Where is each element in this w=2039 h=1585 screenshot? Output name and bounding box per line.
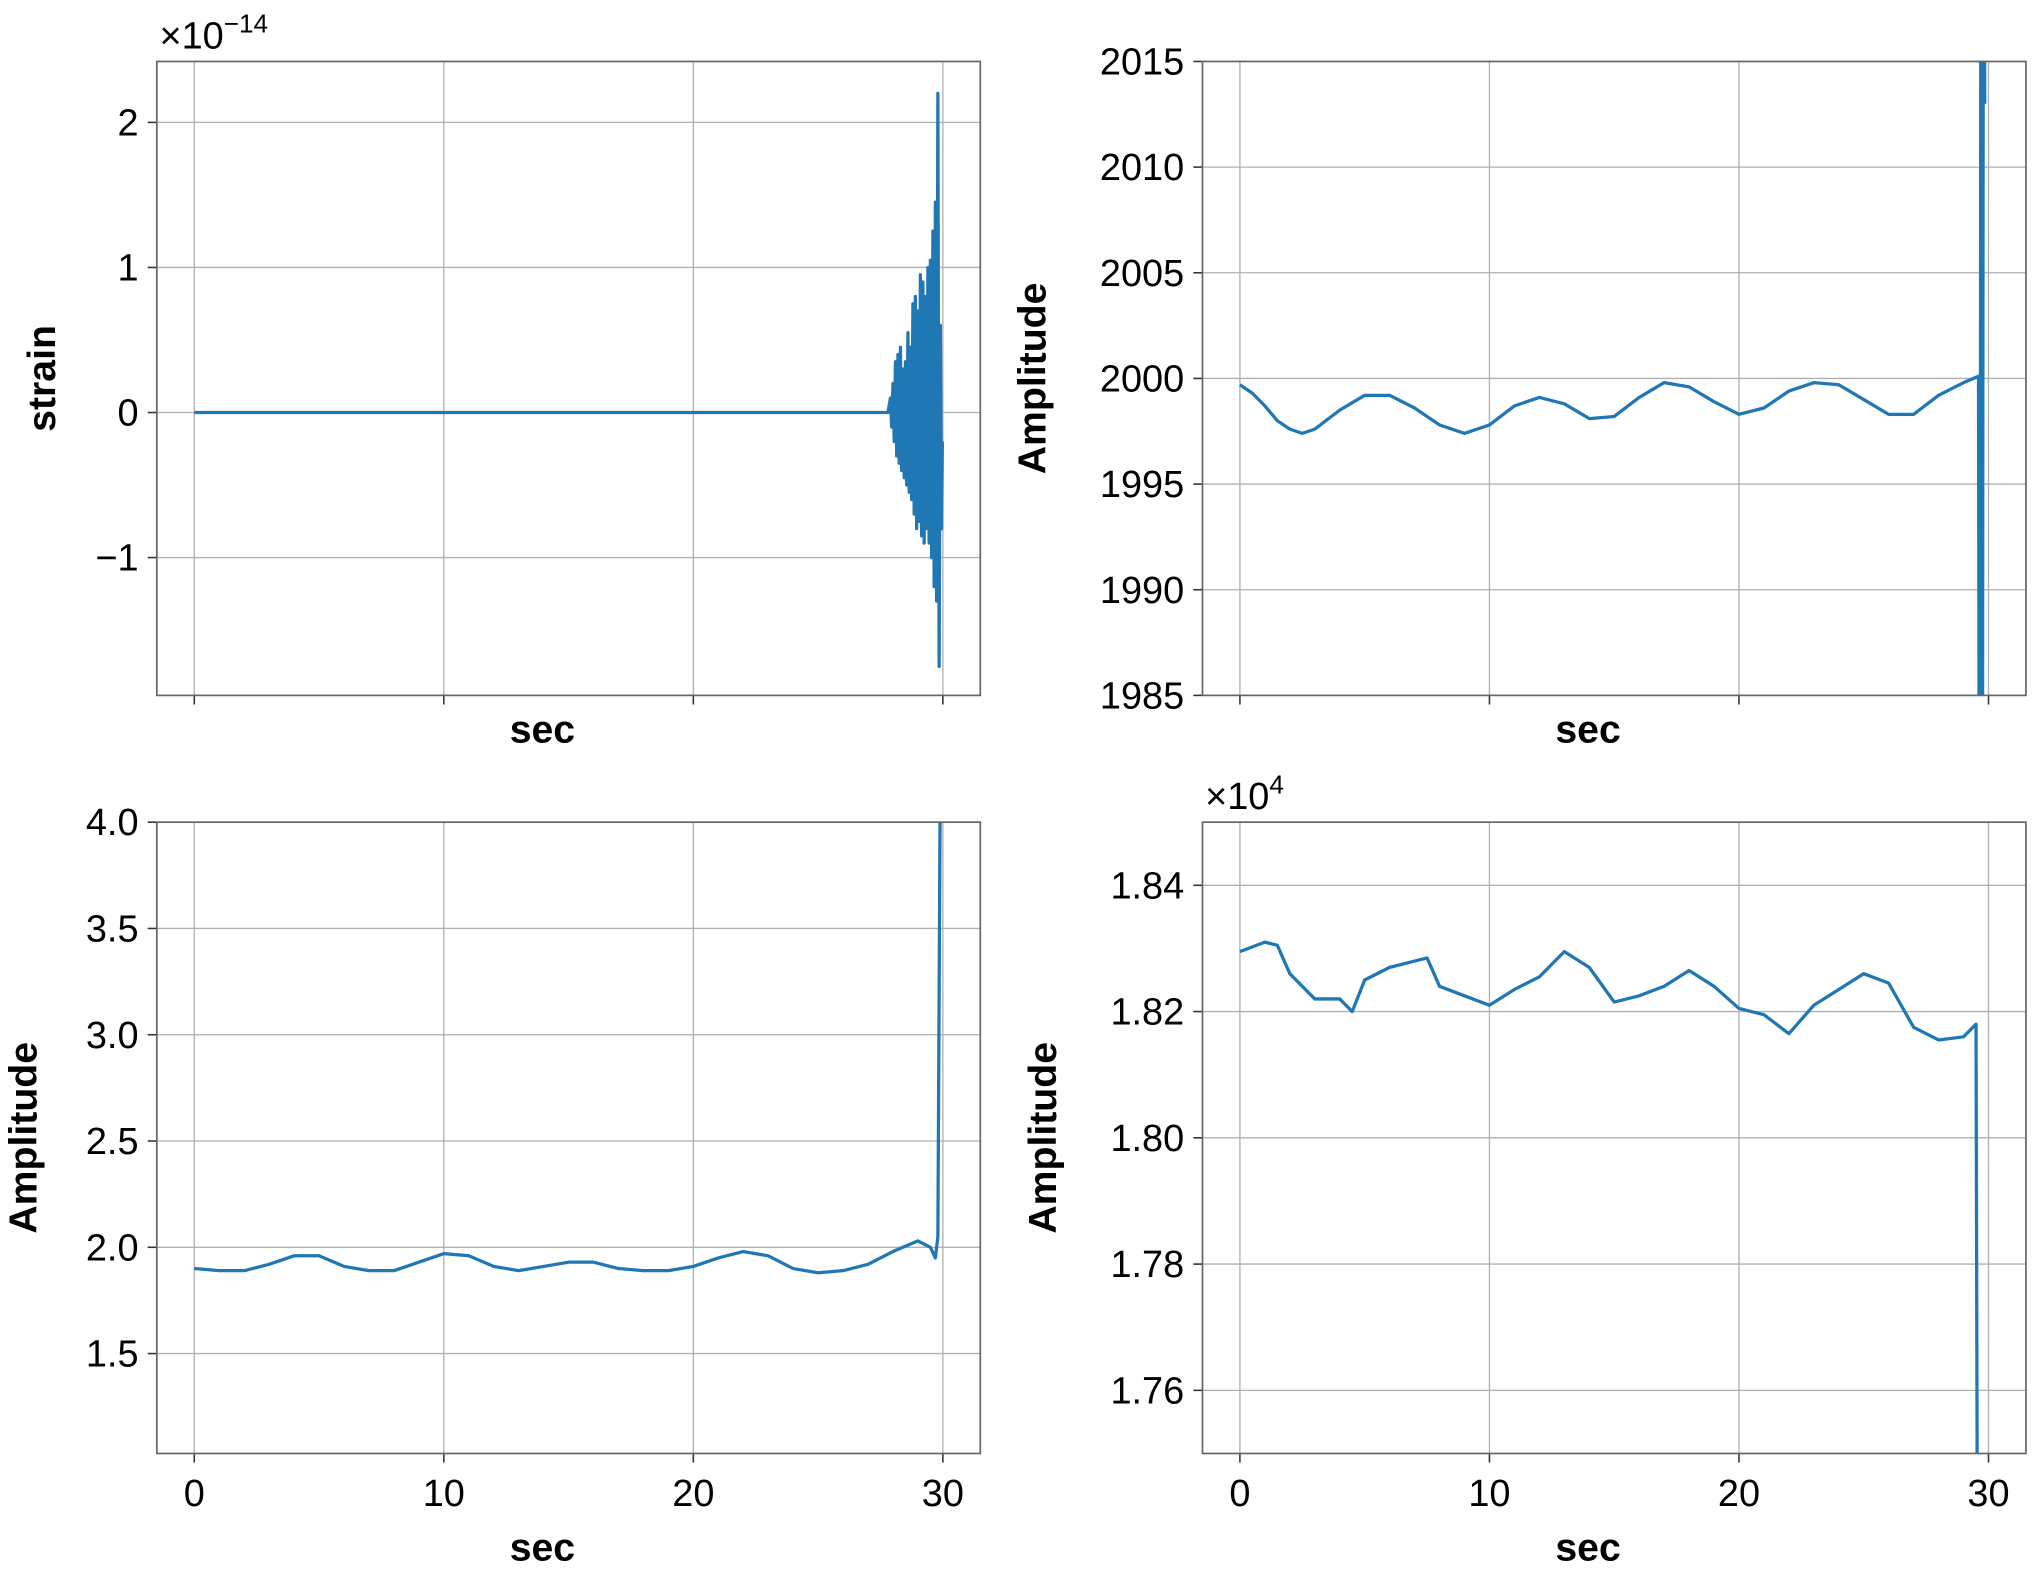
y-axis-label: strain xyxy=(21,325,64,432)
axes-frame xyxy=(155,60,982,697)
x-axis-label: sec xyxy=(510,708,575,751)
offset-exponent: −14 xyxy=(224,9,268,39)
y-axis-label: Amplitude xyxy=(1022,1042,1065,1234)
axes-frame xyxy=(1201,821,2027,1455)
x-axis-label: sec xyxy=(1555,1527,1620,1570)
y-tick-label: −1 xyxy=(95,538,138,580)
y-tick-label: 1990 xyxy=(1100,570,1184,612)
y-tick-label: 2 xyxy=(117,102,138,144)
y-tick-label: 2.5 xyxy=(86,1121,139,1163)
y-tick-label: 1995 xyxy=(1100,464,1184,506)
x-tick-label: 10 xyxy=(1468,1473,1510,1515)
x-tick-label: 0 xyxy=(184,1473,205,1515)
y-tick-label: 1.80 xyxy=(1110,1118,1184,1160)
x-tick-label: 20 xyxy=(1718,1473,1760,1515)
x-tick-label: 30 xyxy=(922,1473,964,1515)
y-tick-label: 1.78 xyxy=(1110,1244,1184,1286)
y-tick-label: 4.0 xyxy=(86,802,139,844)
x-tick-label: 10 xyxy=(423,1473,465,1515)
y-tick-label: 1 xyxy=(117,248,138,290)
y-tick-label: 0 xyxy=(117,393,138,435)
y-tick-label: 2.0 xyxy=(86,1227,139,1269)
data-line xyxy=(194,822,942,1275)
y-tick-label: 1985 xyxy=(1100,675,1184,717)
y-axis-label: Amplitude xyxy=(3,1042,46,1234)
y-tick-label: 2000 xyxy=(1100,358,1184,400)
y-tick-label: 1.5 xyxy=(86,1334,139,1376)
offset-base: ×10 xyxy=(159,15,223,57)
y-tick-label: 2005 xyxy=(1100,253,1184,295)
x-axis-label: sec xyxy=(1555,708,1620,751)
y-tick-label: 2010 xyxy=(1100,147,1184,189)
y-tick-label: 2015 xyxy=(1100,42,1184,84)
x-tick-label: 20 xyxy=(672,1473,714,1515)
x-tick-label: 0 xyxy=(1229,1473,1250,1515)
x-tick-label: 30 xyxy=(1967,1473,2009,1515)
y-tick-label: 3.5 xyxy=(86,909,139,951)
data-line xyxy=(1239,940,1979,1454)
offset-base: ×10 xyxy=(1205,776,1269,818)
y-offset-label: ×104 xyxy=(1205,769,1284,818)
axes-frame xyxy=(1201,60,2027,697)
axes-frame xyxy=(155,821,982,1455)
y-tick-label: 1.84 xyxy=(1110,865,1184,907)
x-axis-label: sec xyxy=(510,1527,575,1570)
data-line xyxy=(1239,61,1987,696)
data-line xyxy=(194,91,944,669)
y-tick-label: 1.76 xyxy=(1110,1370,1184,1412)
y-axis-label: Amplitude xyxy=(1012,283,1055,475)
y-tick-label: 1.82 xyxy=(1110,992,1184,1034)
offset-exponent: 4 xyxy=(1269,769,1284,799)
y-offset-label: ×10−14 xyxy=(159,9,268,58)
y-tick-label: 3.0 xyxy=(86,1015,139,1057)
